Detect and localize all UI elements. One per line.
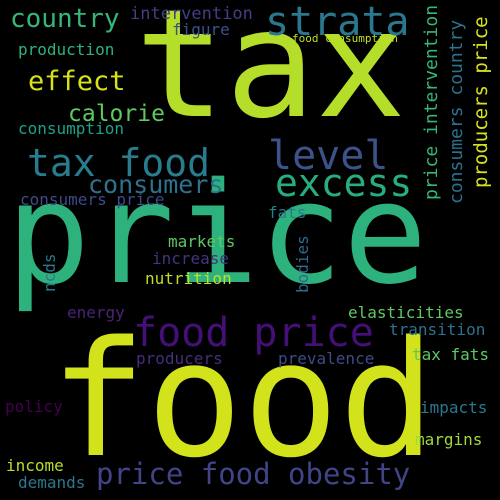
word-price: price <box>6 153 428 316</box>
word-price-food-obesity: price food obesity <box>96 457 411 491</box>
word-food-consumption: food consumption <box>292 32 398 45</box>
word-country: country <box>10 4 120 34</box>
word-consumers-price: consumers price <box>20 190 165 209</box>
word-food: food <box>50 306 436 493</box>
word-policy: policy <box>5 397 63 416</box>
word-bodies: bodies <box>293 235 312 293</box>
word-production: production <box>18 40 115 59</box>
word-nutrition: nutrition <box>145 269 232 288</box>
word-energy: energy <box>67 303 125 322</box>
word-intervention: intervention <box>130 4 253 24</box>
word-producers: producers <box>136 349 223 368</box>
word-producers-price: producers price <box>470 16 492 188</box>
word-increase: increase <box>152 249 230 268</box>
word-price-intervention: price intervention <box>421 4 442 200</box>
word-markets: markets <box>168 232 236 251</box>
word-impacts: impacts <box>420 398 488 417</box>
word-ncds: ncds <box>40 253 59 292</box>
word-level: level <box>268 133 389 179</box>
word-margins: margins <box>415 430 483 449</box>
word-tax: tax <box>135 0 406 152</box>
word-transition: transition <box>389 320 486 339</box>
word-income: income <box>6 456 64 475</box>
word-tax-fats: tax fats <box>412 345 490 364</box>
word-figure: figure <box>172 20 230 39</box>
word-consumers-country: consumers country <box>446 19 467 204</box>
word-excess: excess <box>275 161 413 205</box>
word-calorie: calorie <box>68 101 165 127</box>
word-strata: strata <box>265 0 410 45</box>
word-prevalence: prevalence <box>278 349 375 368</box>
word-demands: demands <box>18 473 86 492</box>
word-consumers: consumers <box>88 170 224 199</box>
word-elasticities: elasticities <box>348 303 464 322</box>
word-effect: effect <box>28 66 126 97</box>
word-consumption: consumption <box>18 119 124 138</box>
word-tax-food: tax food <box>27 141 211 185</box>
word-fats: fats <box>268 203 307 222</box>
word-food-price: food price <box>133 310 374 356</box>
